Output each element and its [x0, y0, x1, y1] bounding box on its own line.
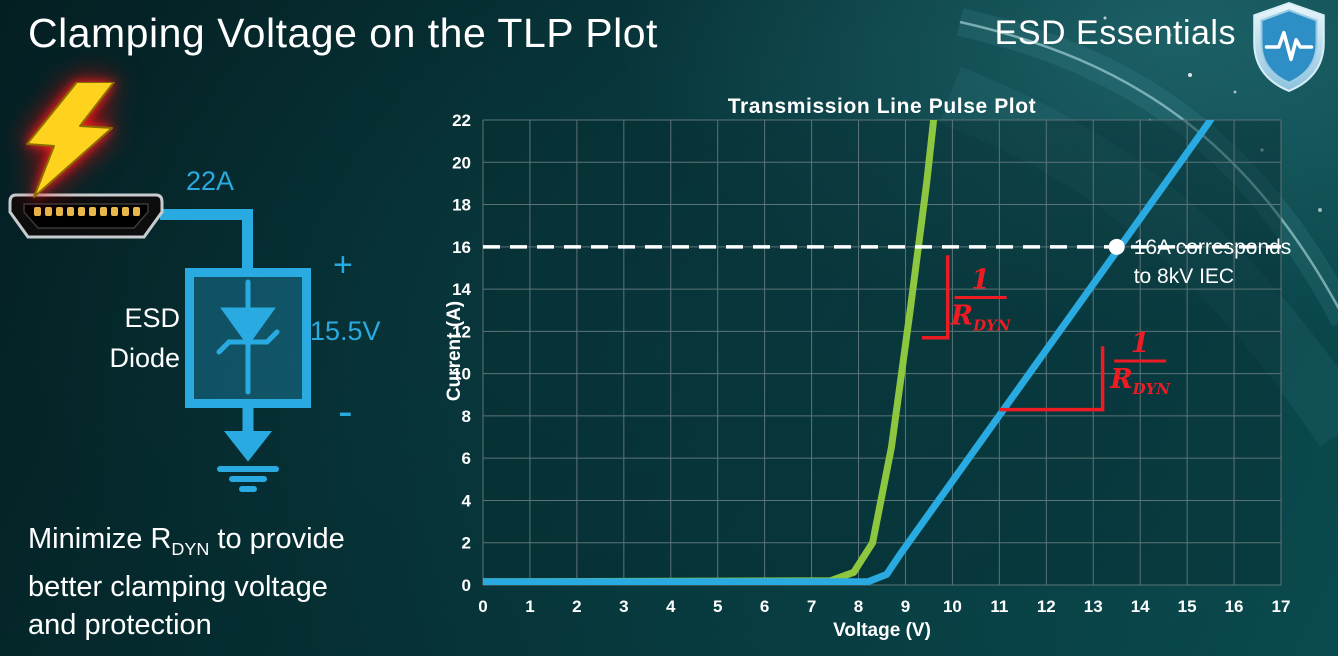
svg-text:17: 17: [1272, 597, 1291, 616]
surge-current-label: 22A: [186, 166, 235, 196]
device-name-line2: Diode: [109, 343, 180, 373]
hdmi-connector-icon: [8, 193, 164, 239]
svg-text:7: 7: [807, 597, 816, 616]
plus-polarity-label: +: [333, 246, 353, 284]
svg-text:8: 8: [462, 407, 471, 426]
footnote-text: Minimize RDYN to provide better clamping…: [28, 520, 345, 644]
svg-text:6: 6: [462, 449, 471, 468]
svg-text:14: 14: [1131, 597, 1150, 616]
slope-annotation-0: 1 RDYN: [921, 255, 1012, 340]
svg-text:13: 13: [1084, 597, 1103, 616]
svg-text:22: 22: [452, 111, 471, 130]
svg-text:5: 5: [713, 597, 722, 616]
iec-marker-label-line2: to 8kV IEC: [1134, 265, 1234, 288]
ground-icon: [217, 406, 279, 492]
svg-text:12: 12: [1037, 597, 1056, 616]
svg-text:9: 9: [901, 597, 910, 616]
shield-logo-icon: [1253, 1, 1325, 93]
svg-text:18: 18: [452, 196, 471, 215]
svg-text:14: 14: [452, 280, 471, 299]
svg-text:15: 15: [1178, 597, 1197, 616]
svg-text:10: 10: [452, 365, 471, 384]
x-tick-labels: 0 1 2 3 4 5 6 7 8 9 10 11 12 13 14 15 16 17: [478, 597, 1290, 616]
svg-text:1: 1: [525, 597, 534, 616]
svg-text:8: 8: [854, 597, 863, 616]
page-title: Clamping Voltage on the TLP Plot: [28, 10, 658, 56]
svg-text:RDYN: RDYN: [1109, 364, 1171, 398]
tlp-chart: 0 1 2 3 4 5 6 7 8 9 10 11 12 13 14 15 16 1702468101214161…: [452, 111, 1292, 616]
svg-text:2: 2: [462, 534, 471, 553]
x-axis-label: Voltage (V): [833, 620, 931, 641]
svg-text:16: 16: [1225, 597, 1244, 616]
svg-text:20: 20: [452, 153, 471, 172]
svg-text:10: 10: [943, 597, 962, 616]
svg-text:3: 3: [619, 597, 628, 616]
svg-text:16: 16: [452, 238, 471, 257]
chart-title: Transmission Line Pulse Plot: [727, 95, 1037, 118]
clamp-voltage-label: 15.5V: [310, 316, 381, 346]
footnote-line3: and protection: [28, 608, 212, 641]
rdyn-subscript: DYN: [171, 538, 210, 559]
device-name-line1: ESD: [124, 303, 180, 333]
device-name-label: ESD Diode: [62, 298, 180, 378]
svg-text:0: 0: [462, 576, 471, 595]
brand-title: ESD Essentials: [994, 14, 1236, 52]
svg-text:4: 4: [666, 597, 676, 616]
iec-marker-dot: [1108, 238, 1125, 255]
svg-text:12: 12: [452, 322, 471, 341]
lightning-bolt-icon: [26, 82, 115, 198]
minus-polarity-label: -: [338, 387, 353, 436]
svg-text:2: 2: [572, 597, 581, 616]
diode-symbol-icon: [216, 279, 280, 395]
svg-text:11: 11: [990, 597, 1008, 616]
y-tick-labels: 0 2 4 6 8 10 12 14 16 18 20 22: [452, 111, 471, 595]
wire-vertical: [242, 209, 253, 271]
svg-text:0: 0: [478, 597, 487, 616]
footnote-line1: Minimize RDYN to provide: [28, 523, 345, 559]
svg-text:1: 1: [971, 265, 990, 296]
footnote-line2: better clamping voltage: [28, 570, 328, 603]
svg-text:1: 1: [1131, 328, 1150, 359]
svg-text:4: 4: [462, 491, 472, 510]
svg-text:RDYN: RDYN: [950, 301, 1012, 335]
svg-text:6: 6: [760, 597, 769, 616]
iec-marker-label-line1: 16A corresponds: [1134, 236, 1292, 259]
slope-annotation-1: 1 RDYN: [999, 328, 1171, 412]
wire-horizontal: [160, 209, 253, 220]
